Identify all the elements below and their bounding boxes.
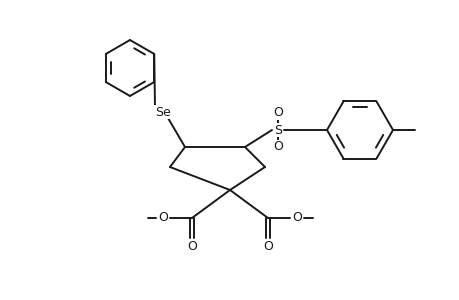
Text: O: O xyxy=(187,241,196,254)
Text: S: S xyxy=(274,124,281,136)
Text: O: O xyxy=(263,241,272,254)
Text: O: O xyxy=(273,140,282,154)
Text: O: O xyxy=(273,106,282,119)
Text: O: O xyxy=(158,212,168,224)
Text: O: O xyxy=(291,212,301,224)
Text: Se: Se xyxy=(155,106,170,118)
